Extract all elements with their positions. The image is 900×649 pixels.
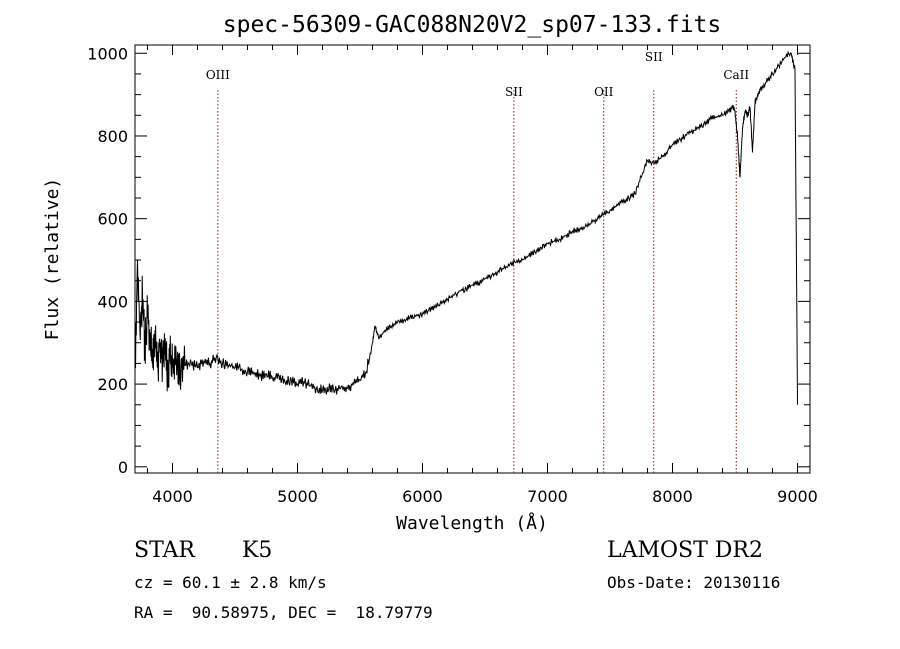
subclass-label: K5	[242, 538, 273, 563]
y-tick-label: 400	[97, 292, 128, 311]
x-tick-label: 7000	[527, 487, 568, 506]
spectrum-series-line	[134, 50, 798, 405]
line-markers: OIII SII OII SII CaII	[206, 50, 749, 473]
x-axis-label: Wavelength (Å)	[396, 512, 548, 534]
line-marker-label: CaII	[723, 68, 749, 82]
cz-readout: cz = 60.1 ± 2.8 km/s	[134, 573, 327, 592]
survey-label: LAMOST DR2	[607, 538, 763, 563]
y-tick-label: 200	[97, 375, 128, 394]
x-tick-label: 8000	[652, 487, 693, 506]
x-tick-label: 9000	[777, 487, 818, 506]
y-tick-label: 0	[118, 458, 128, 477]
plot-frame	[134, 44, 811, 474]
y-axis-label: Flux (relative)	[42, 178, 63, 341]
x-tick-label: 4000	[152, 487, 193, 506]
y-tick-label: 1000	[87, 44, 128, 63]
line-marker-label: OII	[594, 85, 614, 99]
class-label: STAR	[134, 538, 195, 563]
obs-date-readout: Obs-Date: 20130116	[607, 573, 781, 592]
y-tick-label: 800	[97, 127, 128, 146]
y-tick-label: 600	[97, 210, 128, 229]
axis-ticks: 4000 5000 6000 7000 8000 9000 0 200 400 600 800 100…	[87, 44, 818, 506]
x-tick-label: 5000	[277, 487, 318, 506]
line-marker-label: SII	[645, 50, 663, 64]
chart-title: spec-56309-GAC088N20V2_sp07-133.fits	[223, 12, 722, 38]
coordinates-readout: RA = 90.58975, DEC = 18.79779	[134, 603, 433, 622]
line-marker-label: SII	[505, 85, 523, 99]
x-tick-label: 6000	[402, 487, 443, 506]
line-marker-label: OIII	[206, 68, 230, 82]
